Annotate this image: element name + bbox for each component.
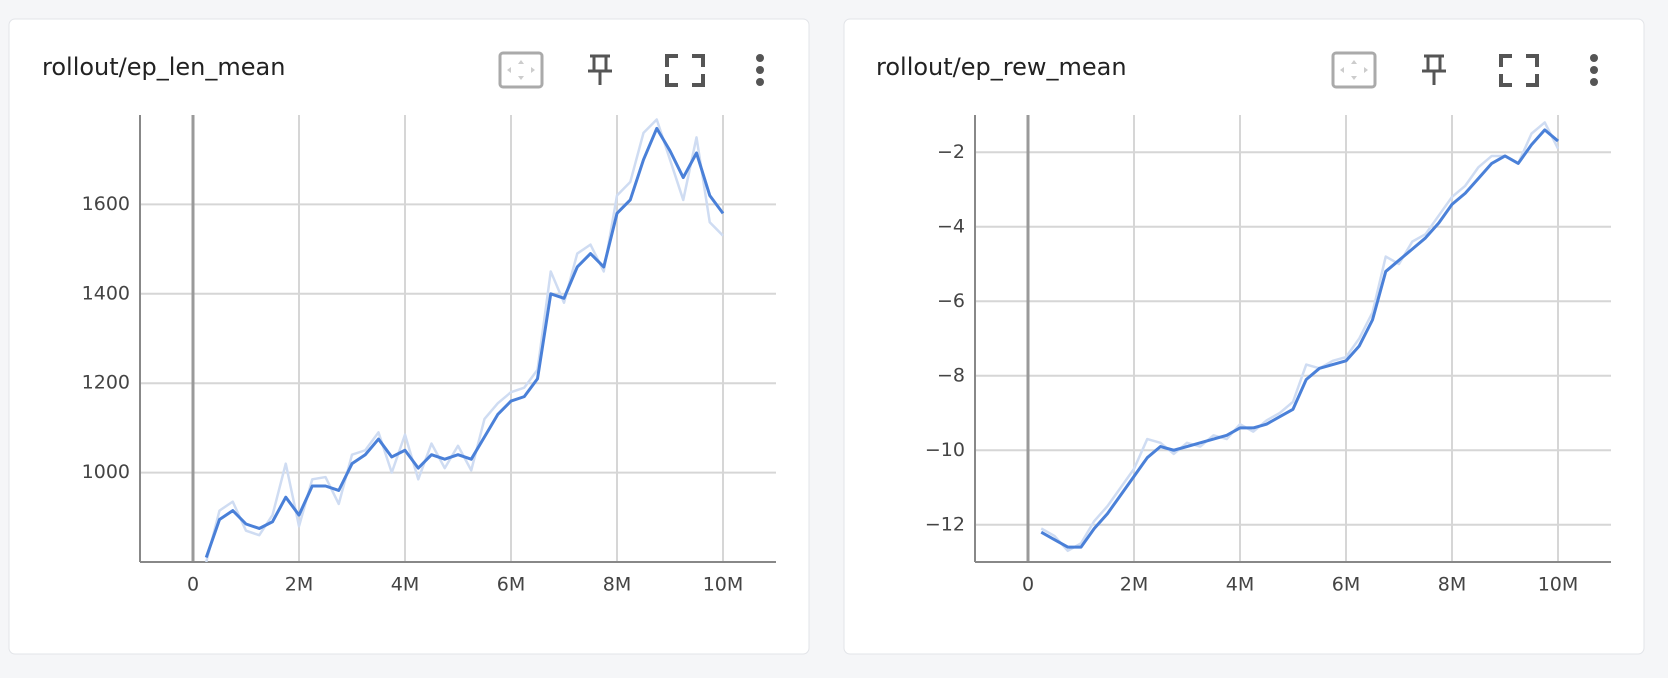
data-line [1040, 128, 1559, 549]
x-tick-label: 10M [703, 574, 744, 596]
x-tick-label: 0 [1022, 574, 1034, 596]
x-tick-label: 10M [1538, 574, 1579, 596]
data-line [1040, 121, 1560, 553]
fit-domain-button[interactable] [498, 51, 544, 89]
y-tick-label: 1600 [82, 193, 130, 215]
y-tick-label: 1000 [82, 461, 130, 483]
y-tick-label: 1200 [82, 372, 130, 394]
y-tick-label: 1400 [82, 282, 130, 304]
more-menu-button[interactable] [756, 54, 764, 86]
fullscreen-button[interactable] [665, 54, 705, 87]
x-tick-label: 2M [285, 574, 313, 596]
card-background [843, 18, 1645, 655]
x-tick-label: 4M [1226, 574, 1254, 596]
x-tick-label: 4M [391, 574, 419, 596]
fit-domain-button[interactable] [1331, 51, 1377, 89]
y-tick-label: −8 [937, 364, 965, 386]
more-menu-button[interactable] [1590, 54, 1598, 86]
x-tick-label: 0 [187, 574, 199, 596]
chart-card: rollout/ep_rew_mean −12 −10 −8 −6 −4 −2 0 2M 4M 6… [843, 18, 1645, 655]
x-tick-label: 2M [1120, 574, 1148, 596]
chart-card: rollout/ep_len_mean 1000 1200 1400 1600 0 2M 4… [8, 18, 810, 655]
pin-button[interactable] [1422, 54, 1446, 85]
x-tick-label: 6M [1332, 574, 1360, 596]
chart-title: rollout/ep_rew_mean [876, 53, 1127, 81]
x-tick-label: 8M [1438, 574, 1466, 596]
y-tick-label: −10 [925, 439, 965, 461]
chart-title: rollout/ep_len_mean [42, 53, 285, 81]
x-tick-label: 6M [497, 574, 525, 596]
y-tick-label: −6 [937, 290, 965, 312]
pin-button[interactable] [588, 54, 612, 85]
y-tick-label: −12 [925, 513, 965, 535]
y-tick-label: −2 [937, 141, 965, 163]
x-tick-label: 8M [603, 574, 631, 596]
fullscreen-button[interactable] [1499, 54, 1539, 87]
card-background [8, 18, 810, 655]
y-tick-label: −4 [937, 215, 965, 237]
data-line [204, 126, 725, 559]
